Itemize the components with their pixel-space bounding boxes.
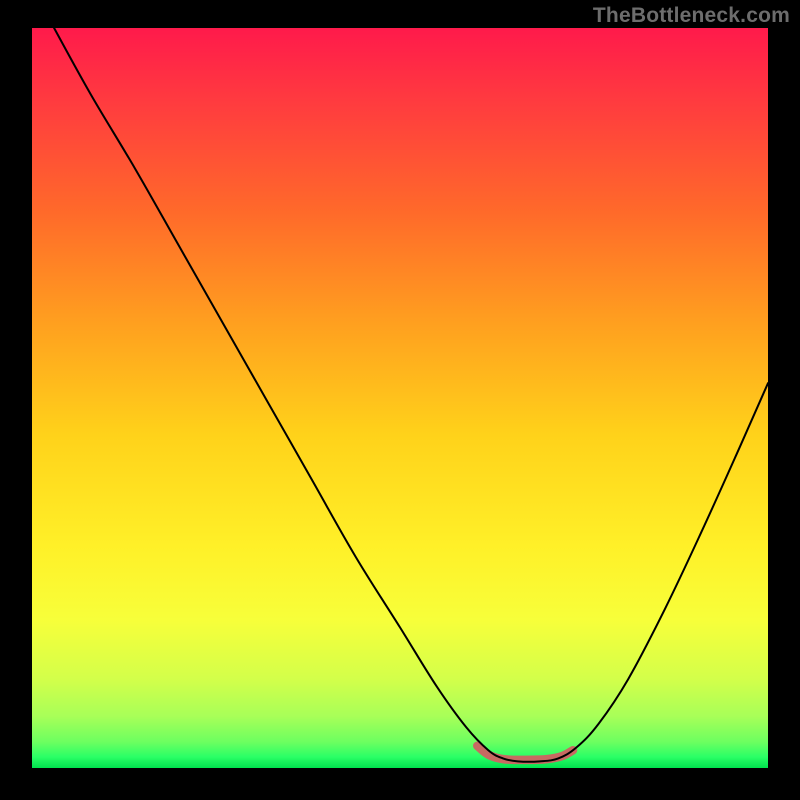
plot-background [32,28,768,768]
chart-frame: { "watermark": { "text": "TheBottleneck.… [0,0,800,800]
watermark-text: TheBottleneck.com [593,4,790,28]
bottleneck-chart [0,0,800,800]
